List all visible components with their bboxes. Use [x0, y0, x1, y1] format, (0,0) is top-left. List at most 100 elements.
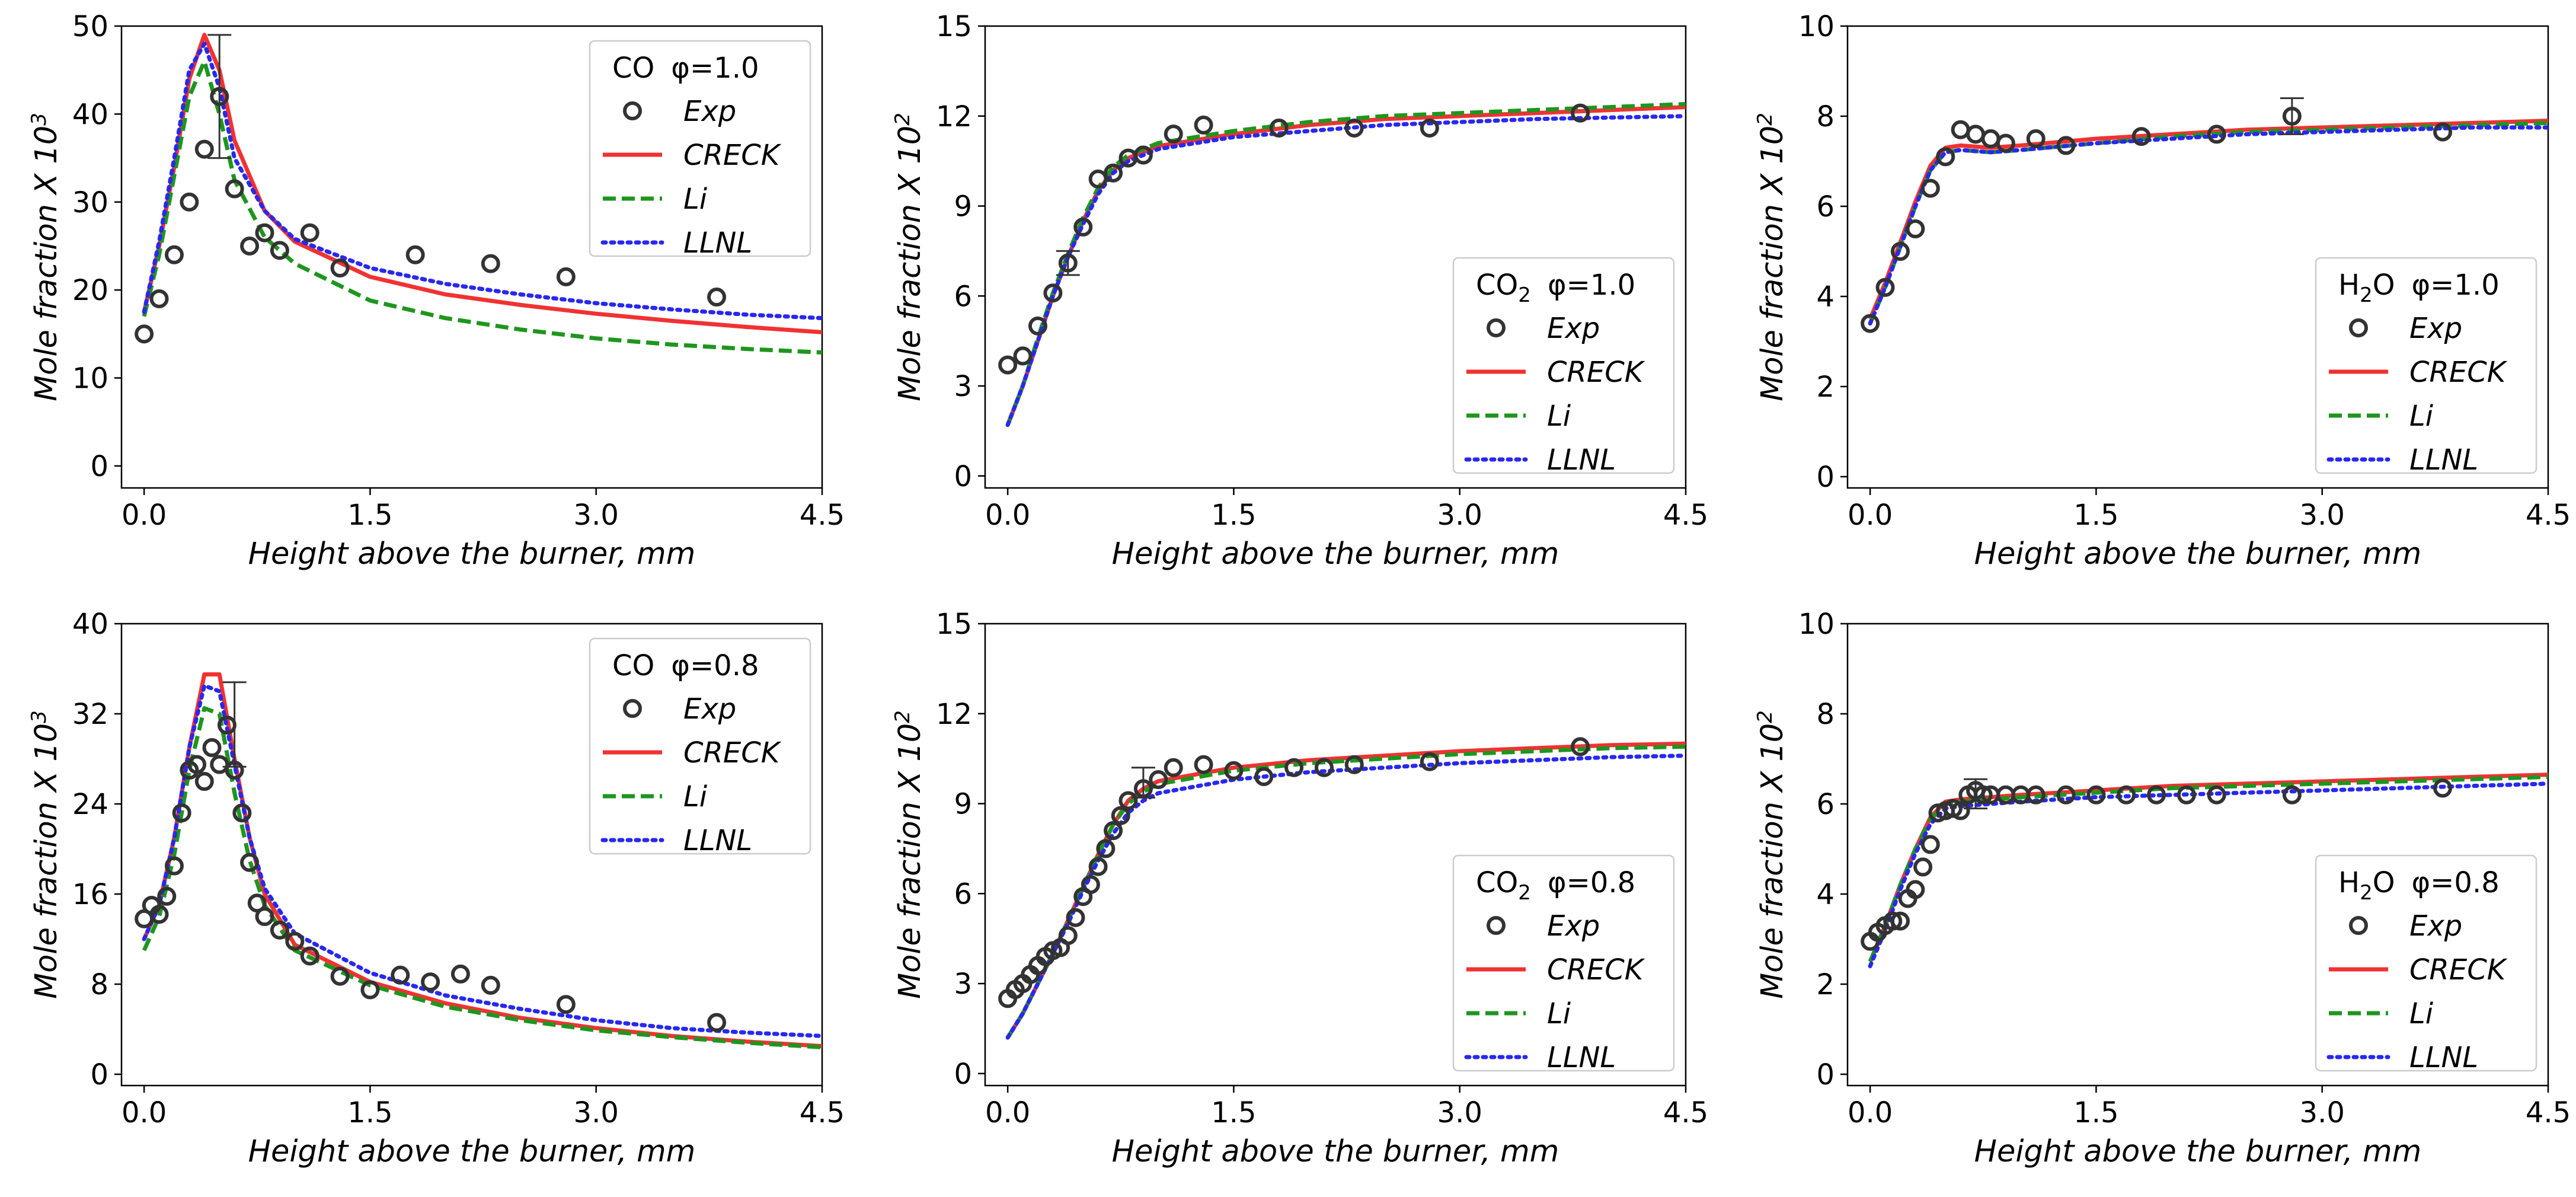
x-tick-label: 1.5 — [1211, 499, 1256, 532]
y-tick-label: 0 — [1816, 1058, 1834, 1091]
legend-title-species: H — [2338, 269, 2360, 302]
exp-point — [270, 920, 289, 940]
legend-label-exp: Exp — [2409, 312, 2462, 345]
legend-label-creck: CRECK — [1547, 356, 1645, 389]
exp-point — [2147, 785, 2166, 805]
y-axis-label: Mole fraction X 102 — [891, 710, 928, 999]
exp-point — [1254, 767, 1274, 786]
x-axis-label: Height above the burner, mm — [1112, 537, 1559, 572]
y-tick-label: 10 — [1798, 608, 1834, 641]
y-axis-label: Mole fraction X 103 — [27, 113, 64, 401]
y-tick-label: 4 — [1816, 280, 1834, 314]
series-line-llnl — [142, 42, 822, 321]
exp-point — [2131, 127, 2151, 146]
legend-title-subscript: 2 — [1518, 881, 1531, 905]
legend-title-phi: φ=0.8 — [1548, 866, 1635, 899]
exp-point — [1344, 755, 1364, 774]
x-tick-label: 0.0 — [1848, 499, 1893, 532]
legend-title-species-tail: O — [2373, 269, 2395, 302]
exp-point — [1164, 125, 1183, 144]
legend-label-creck: CRECK — [1547, 953, 1645, 987]
y-tick-label: 8 — [90, 968, 108, 1001]
y-tick-label: 10 — [72, 362, 108, 395]
x-tick-label: 0.0 — [985, 1096, 1030, 1129]
exp-point — [164, 856, 184, 876]
plot-area — [135, 672, 822, 1049]
exp-point — [202, 738, 222, 757]
exp-point — [2026, 785, 2046, 805]
legend-label-li: Li — [1547, 997, 1571, 1030]
legend-label-llnl: LLNL — [1547, 1041, 1616, 1074]
exp-point — [247, 893, 267, 913]
exp-point — [180, 192, 199, 212]
exp-point — [1996, 133, 2015, 153]
legend-label-llnl: LLNL — [683, 226, 752, 260]
exp-point — [1096, 839, 1116, 858]
exp-point — [1920, 178, 1940, 198]
x-tick-label: 3.0 — [2300, 499, 2345, 532]
y-tick-label: 0 — [954, 1058, 972, 1091]
legend-label-llnl: LLNL — [2409, 1041, 2478, 1074]
y-axis-label-exponent: 3 — [27, 113, 51, 126]
exp-point — [2282, 107, 2302, 126]
y-axis-label-main: Mole fraction X 10 — [893, 126, 928, 401]
exp-point — [1058, 253, 1078, 273]
exp-point — [2433, 122, 2453, 142]
y-tick-label: 4 — [1816, 878, 1834, 911]
x-tick-label: 4.5 — [1663, 499, 1708, 532]
exp-point — [2207, 125, 2226, 144]
legend-title-subscript: 2 — [2360, 881, 2373, 905]
legend-title-species: CO — [1476, 269, 1518, 302]
y-axis-label-exponent: 2 — [891, 113, 915, 126]
x-axis-label: Height above the burner, mm — [248, 537, 696, 572]
y-axis-label-main: Mole fraction X 10 — [1755, 126, 1790, 401]
legend-box — [1452, 257, 1675, 474]
exp-point — [2177, 785, 2196, 805]
series-line-llnl — [1005, 114, 1686, 427]
legend-label-creck: CRECK — [683, 736, 782, 770]
exp-point — [707, 288, 727, 307]
exp-point — [1936, 147, 1955, 167]
y-axis-label-exponent: 2 — [1753, 710, 1777, 723]
legend-title: CO φ=1.0 — [612, 52, 759, 85]
legend-title-species-tail: O — [2373, 866, 2395, 899]
exp-point — [1890, 911, 1910, 931]
y-tick-label: 3 — [954, 968, 972, 1001]
panel-2: 0.0 1.5 3.0 4.5 0 3 6 9 12 15 Height above the bur… — [891, 10, 1708, 572]
exp-point — [240, 236, 260, 256]
y-tick-label: 15 — [936, 608, 972, 641]
exp-point — [1133, 779, 1153, 799]
exp-point — [1906, 219, 1925, 238]
exp-point — [481, 254, 500, 273]
panel-1: 0.0 1.5 3.0 4.5 0 10 20 30 40 50 Height above the … — [27, 10, 845, 572]
x-tick-label: 0.0 — [985, 499, 1030, 532]
y-tick-label: 40 — [72, 608, 108, 641]
y-axis-label: Mole fraction X 102 — [891, 113, 928, 401]
exp-point — [187, 755, 207, 774]
exp-point — [1890, 242, 1910, 261]
legend-title: CO2 φ=0.8 — [1476, 866, 1635, 905]
exp-point — [1118, 791, 1138, 810]
x-tick-label: 1.5 — [1211, 1096, 1256, 1129]
y-axis-label-main: Mole fraction X 10 — [29, 723, 64, 999]
legend-label-li: Li — [2409, 400, 2434, 433]
y-axis-label-exponent: 2 — [891, 710, 915, 723]
x-tick-label: 4.5 — [800, 1096, 845, 1129]
exp-point — [1571, 103, 1590, 123]
panel-4: 0.0 1.5 3.0 4.5 0 8 16 24 32 40 Height above the b… — [27, 608, 845, 1169]
legend-label-li: Li — [1547, 400, 1571, 433]
plot-area — [998, 737, 1686, 1040]
exp-point — [1164, 758, 1183, 777]
legend-title: CO2 φ=1.0 — [1476, 269, 1635, 307]
legend-marker-exp — [1487, 916, 1506, 935]
plot-area — [998, 102, 1686, 427]
exp-point — [1913, 857, 1933, 877]
legend-label-exp: Exp — [2409, 909, 2462, 943]
y-tick-label: 9 — [954, 788, 972, 821]
legend-title-phi: φ=1.0 — [671, 52, 759, 85]
legend: CO φ=1.0 Exp CRECK Li LLNL — [589, 40, 811, 260]
exp-point — [450, 964, 470, 984]
exp-point — [270, 241, 289, 260]
exp-point — [2282, 785, 2302, 805]
